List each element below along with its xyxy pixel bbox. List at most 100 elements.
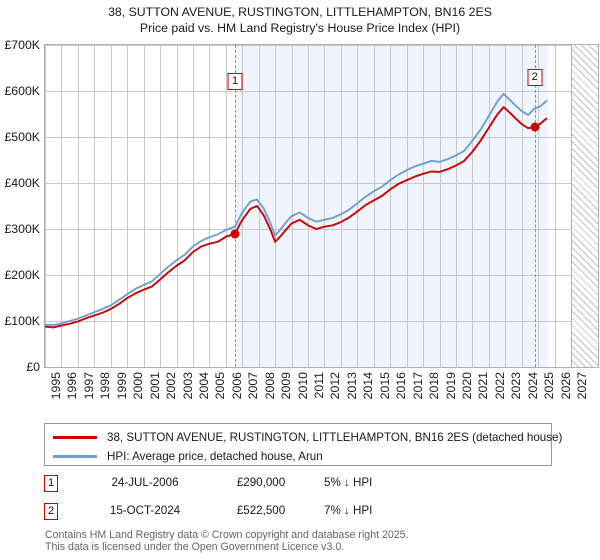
x-axis-tick-label: 2016	[394, 372, 409, 400]
gridline-vertical	[373, 45, 375, 367]
x-axis-tick-label: 2015	[377, 372, 392, 400]
sale-index-badge: 2	[44, 503, 58, 520]
sale-marker-badge[interactable]: 2	[527, 69, 543, 86]
x-axis-tick-label: 1998	[98, 372, 113, 400]
gridline-vertical	[77, 45, 79, 367]
x-axis-tick-label: 2012	[328, 372, 343, 400]
x-axis-tick-label: 2006	[229, 372, 244, 400]
x-axis-tick-label: 2021	[476, 372, 491, 400]
x-axis-tick-label: 2007	[246, 372, 261, 400]
x-axis-tick-label: 2018	[427, 372, 442, 400]
gridline-vertical	[160, 45, 162, 367]
gridline-vertical	[176, 45, 178, 367]
gridline-vertical	[143, 45, 145, 367]
x-axis-tick-label: 1999	[114, 372, 129, 400]
y-axis-tick-label: £500K	[4, 130, 40, 144]
gridline-vertical	[538, 45, 540, 367]
x-axis-tick-label: 1997	[81, 372, 96, 400]
footer-line-2: This data is licensed under the Open Gov…	[45, 541, 345, 553]
sale-price: £522,500	[236, 504, 286, 517]
page-title: 38, SUTTON AVENUE, RUSTINGTON, LITTLEHAM…	[0, 4, 600, 36]
sale-date: 24-JUL-2006	[111, 476, 179, 489]
gridline-vertical	[225, 45, 227, 367]
x-axis-tick-label: 2026	[558, 372, 573, 400]
sale-hpi-delta: 5% ↓ HPI	[324, 476, 373, 489]
future-hatch-region	[572, 44, 599, 368]
gridline-vertical	[275, 45, 277, 367]
gridline-vertical	[258, 45, 260, 367]
y-axis-tick-label: £0	[26, 360, 40, 374]
gridline-vertical	[439, 45, 441, 367]
x-axis-tick-label: 2022	[492, 372, 507, 400]
gridline-vertical	[340, 45, 342, 367]
x-axis-tick-label: 2008	[262, 372, 277, 400]
gridline-vertical	[390, 45, 392, 367]
x-axis-tick-label: 2025	[542, 372, 557, 400]
footer-attribution: Contains HM Land Registry data © Crown c…	[45, 529, 585, 553]
legend-item: HPI: Average price, detached house, Arun	[45, 446, 323, 466]
x-axis-tick-label: 2000	[131, 372, 146, 400]
gridline-vertical	[488, 45, 490, 367]
x-axis-tick-label: 2017	[410, 372, 425, 400]
x-axis-tick-label: 2013	[344, 372, 359, 400]
x-axis-tick-label: 2019	[443, 372, 458, 400]
legend-color-swatch	[53, 435, 97, 439]
gridline-vertical	[242, 45, 244, 367]
sale-date: 15-OCT-2024	[109, 504, 181, 517]
x-axis-tick-label: 1996	[65, 372, 80, 400]
x-axis-tick-label: 2011	[312, 372, 326, 399]
x-axis-tick-label: 2003	[180, 372, 195, 400]
legend-label: 38, SUTTON AVENUE, RUSTINGTON, LITTLEHAM…	[107, 430, 563, 444]
y-axis-tick-label: £300K	[4, 222, 40, 236]
x-axis-tick-label: 2020	[459, 372, 474, 400]
gridline-vertical	[209, 45, 211, 367]
sale-record-row[interactable]: 2 15-OCT-2024 £522,500 7% ↓ HPI	[44, 503, 464, 523]
title-line-address: 38, SUTTON AVENUE, RUSTINGTON, LITTLEHAM…	[108, 5, 492, 19]
sale-record-row[interactable]: 1 24-JUL-2006 £290,000 5% ↓ HPI	[44, 475, 464, 495]
x-axis-tick-label: 2014	[361, 372, 376, 400]
legend-color-swatch	[53, 454, 97, 458]
sale-index-badge: 1	[44, 475, 58, 492]
gridline-vertical	[324, 45, 326, 367]
gridline-vertical	[554, 45, 556, 367]
gridline-vertical	[472, 45, 474, 367]
x-axis-tick-label: 2005	[213, 372, 228, 400]
gridline-vertical	[94, 45, 96, 367]
legend-label: HPI: Average price, detached house, Arun	[107, 449, 323, 463]
sale-price-point	[530, 122, 540, 132]
gridline-vertical	[308, 45, 309, 367]
gridline-vertical	[505, 45, 507, 367]
sale-marker-line	[235, 45, 237, 367]
gridline-vertical	[127, 45, 129, 367]
gridline-vertical	[192, 45, 194, 367]
x-axis-tick-label: 2004	[196, 372, 211, 400]
y-axis-tick-label: £200K	[4, 268, 40, 282]
gridline-vertical	[455, 45, 457, 367]
x-axis-tick-label: 2023	[509, 372, 524, 400]
shaded-ownership-band	[235, 45, 548, 367]
chart-legend: 38, SUTTON AVENUE, RUSTINGTON, LITTLEHAM…	[44, 423, 562, 466]
y-axis-tick-label: £700K	[4, 38, 40, 52]
series-line-property	[45, 106, 548, 329]
title-line-subtitle: Price paid vs. HM Land Registry's House …	[139, 21, 461, 35]
gridline-vertical	[291, 45, 293, 367]
x-axis-tick-label: 1995	[49, 372, 63, 400]
sale-price-point	[230, 229, 240, 239]
y-axis-tick-label: £100K	[4, 314, 40, 328]
x-axis-tick-label: 2009	[279, 372, 294, 400]
y-axis-labels: £0 £100K £200K £300K £400K £500K £600K £700K	[0, 38, 40, 374]
x-axis-tick-label: 2024	[525, 372, 540, 400]
sale-marker-line	[534, 45, 536, 367]
sale-hpi-delta: 7% ↓ HPI	[324, 504, 373, 517]
gridline-vertical	[61, 45, 63, 367]
gridline-vertical	[357, 45, 359, 367]
sale-marker-badge[interactable]: 1	[227, 73, 243, 90]
gridline-vertical	[423, 45, 425, 367]
y-axis-tick-label: £600K	[4, 84, 40, 98]
x-axis-tick-label: 2001	[147, 372, 162, 400]
x-axis-tick-label: 2002	[164, 372, 179, 400]
gridline-vertical	[406, 45, 408, 367]
